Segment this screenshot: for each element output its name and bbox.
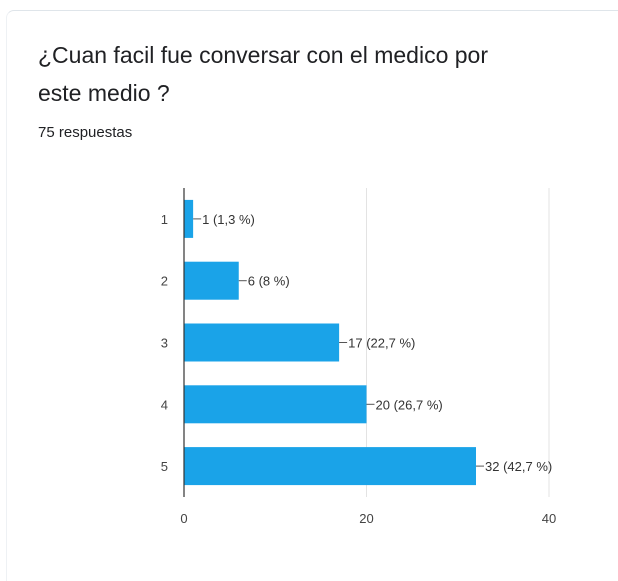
bar [184, 323, 340, 362]
data-label: 17 (22,7 %) [348, 336, 415, 351]
data-label: 32 (42,7 %) [485, 459, 552, 474]
data-label: 20 (26,7 %) [376, 397, 443, 412]
bar [184, 199, 194, 238]
y-category-label: 5 [161, 459, 168, 474]
data-label: 6 (8 %) [248, 274, 290, 289]
x-tick-label: 20 [359, 511, 373, 526]
bar [184, 261, 239, 300]
y-category-label: 2 [161, 274, 168, 289]
x-tick-label: 40 [542, 511, 556, 526]
x-tick-label: 0 [180, 511, 187, 526]
bar [184, 447, 476, 486]
y-category-label: 4 [161, 397, 168, 412]
y-category-label: 3 [161, 336, 168, 351]
bar [184, 385, 367, 424]
response-count: 75 respuestas [38, 124, 133, 141]
y-category-label: 1 [161, 212, 168, 227]
data-label: 1 (1,3 %) [202, 212, 255, 227]
question-card [6, 10, 618, 581]
question-title: ¿Cuan facil fue conversar con el medico … [38, 42, 488, 106]
